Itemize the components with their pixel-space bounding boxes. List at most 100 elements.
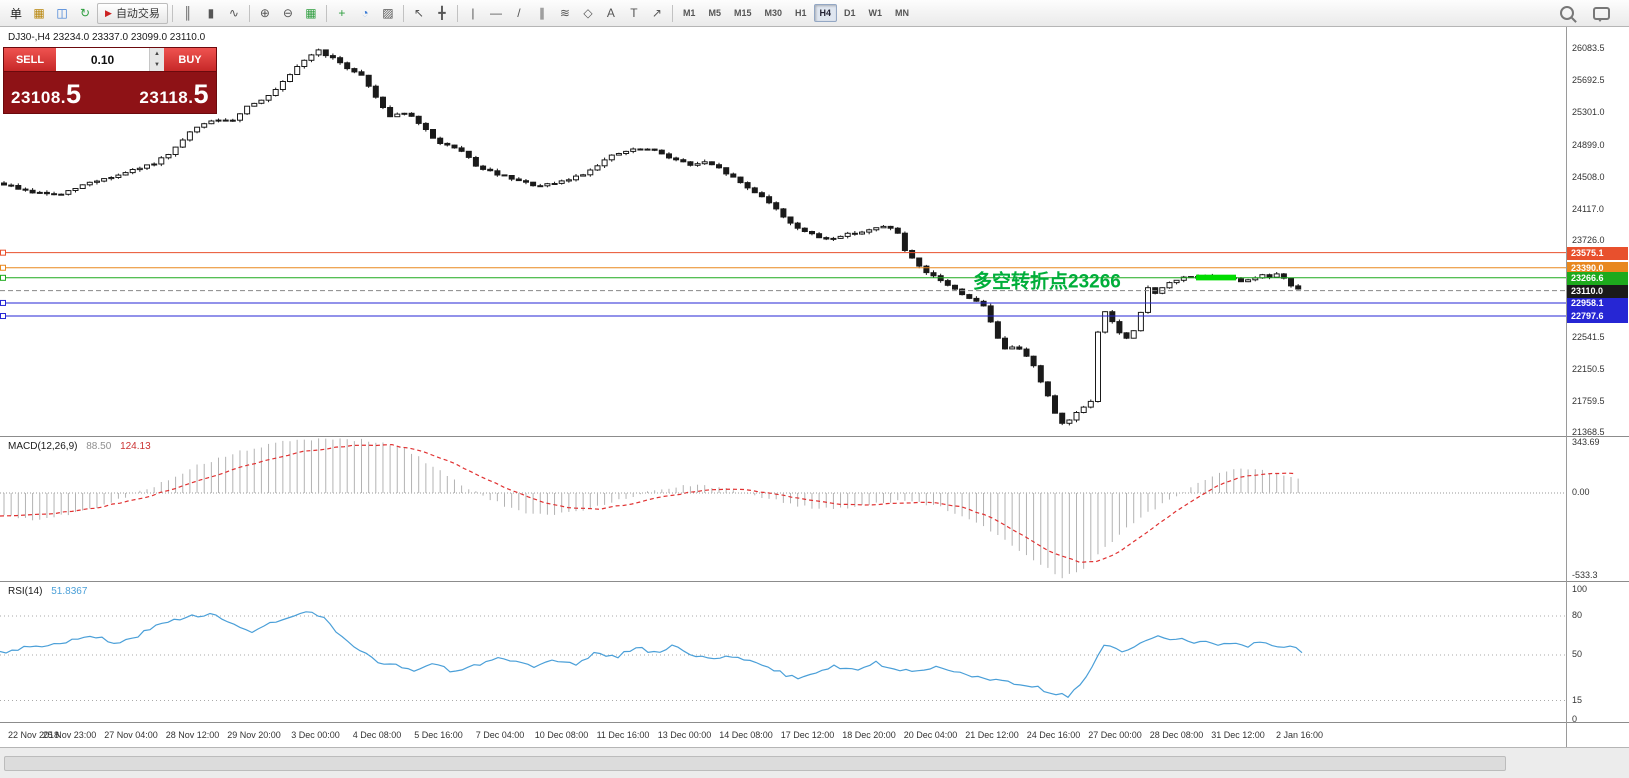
crosshair-icon[interactable]: ╋ — [438, 6, 446, 20]
rsi-tick: 80 — [1572, 610, 1583, 620]
chat-icon[interactable] — [1590, 3, 1612, 23]
rsi-tick: 50 — [1572, 649, 1583, 659]
timeframe-button-h4[interactable]: H4 — [813, 4, 838, 22]
rsi-indicator-panel: RSI(14) 51.8367 — [0, 581, 1629, 722]
price-tick: 25692.5 — [1572, 75, 1605, 86]
line-chart-icon[interactable]: ∿ — [228, 6, 239, 20]
price-tick: 22150.5 — [1572, 363, 1605, 374]
price-level-badge: 23575.1 — [1567, 246, 1628, 260]
timeframe-button-mn[interactable]: MN — [895, 8, 910, 18]
date-label: 24 Dec 16:00 — [1026, 730, 1081, 740]
macd-name: MACD(12,26,9) — [8, 441, 78, 452]
timeframe-button-m30[interactable]: M30 — [764, 8, 782, 18]
date-label: 11 Dec 16:00 — [596, 730, 650, 740]
rsi-plot[interactable] — [0, 582, 1566, 722]
buy-price-big-digit: 5 — [193, 79, 209, 109]
symbol-info: DJ30-,H4 23234.0 23337.0 23099.0 23110.0 — [8, 32, 206, 43]
bar-chart-icon[interactable]: ║ — [183, 6, 193, 20]
date-label: 22 Nov 2018 — [8, 730, 60, 740]
time-axis[interactable]: 22 Nov 2018 25 Nov 23:00 27 Nov 04:00 28 No… — [0, 722, 1629, 748]
candlestick-chart-icon[interactable]: ▮ — [207, 6, 215, 20]
trendline-icon[interactable]: / — [517, 6, 521, 20]
cursor-icon[interactable]: ↖ — [413, 6, 424, 20]
main-chart-plot[interactable]: 多空转折点23266 — [0, 27, 1566, 436]
tile-windows-icon[interactable]: ▦ — [305, 6, 317, 20]
sell-price[interactable]: 23108.5 — [11, 79, 82, 110]
volume-up-button[interactable]: ▲ — [154, 50, 160, 57]
current-price-badge: 23110.0 — [1567, 284, 1628, 298]
chart-window-icon[interactable]: ◫ — [56, 6, 68, 20]
refresh-icon[interactable]: ↻ — [79, 6, 91, 20]
date-label: 29 Nov 20:00 — [227, 730, 281, 740]
toolbar-separator — [456, 4, 458, 22]
one-click-trading-panel: SELL ▲ ▼ BUY 23108.5 23118.5 — [3, 47, 217, 114]
rsi-tick: 0 — [1572, 714, 1578, 724]
toolbar-right-group — [1556, 3, 1624, 23]
buy-button[interactable]: BUY — [164, 48, 216, 71]
price-tick: 24117.0 — [1572, 203, 1604, 214]
macd-plot[interactable] — [0, 437, 1566, 581]
toolbar-separator — [325, 4, 327, 22]
chart-annotation: 多空转折点23266 — [973, 269, 1121, 292]
macd-signal-value: 124.13 — [120, 441, 151, 452]
macd-label: MACD(12,26,9) 88.50 124.13 — [8, 441, 151, 452]
buy-price[interactable]: 23118.5 — [139, 79, 209, 110]
fibonacci-icon[interactable]: ≋ — [559, 6, 570, 20]
indicators-icon[interactable]: + — [338, 6, 346, 20]
timeframe-button-d1[interactable]: D1 — [844, 8, 856, 18]
price-level-badge: 22958.1 — [1567, 296, 1628, 310]
sell-price-main: 23108. — [11, 88, 66, 107]
bottom-scrollbar[interactable] — [0, 747, 1629, 778]
zoom-out-icon[interactable]: ⊖ — [282, 6, 293, 20]
toolbar-separator — [248, 4, 250, 22]
date-label: 14 Dec 08:00 — [719, 730, 773, 740]
vertical-line-icon[interactable]: | — [471, 6, 475, 20]
text-label-icon[interactable]: T — [630, 6, 638, 20]
autotrade-button-icon: ▶ — [105, 7, 112, 18]
trade-panel-top-row: SELL ▲ ▼ BUY — [4, 48, 216, 72]
date-label: 20 Dec 04:00 — [903, 730, 958, 740]
arrows-icon[interactable]: ↗ — [651, 6, 662, 20]
timeframe-button-m15[interactable]: M15 — [733, 8, 752, 18]
price-axis-separator — [1566, 27, 1567, 747]
channel-icon[interactable]: ∥ — [538, 6, 545, 20]
timeframe-button-w1[interactable]: W1 — [868, 8, 883, 18]
date-label: 17 Dec 12:00 — [780, 730, 835, 740]
templates-icon[interactable]: ▨ — [382, 6, 394, 20]
date-label: 7 Dec 04:00 — [475, 730, 525, 740]
volume-input[interactable] — [56, 48, 149, 71]
sell-button[interactable]: SELL — [4, 48, 56, 71]
order-menu[interactable]: 单 — [10, 6, 23, 21]
rsi-tick: 100 — [1572, 584, 1588, 594]
zoom-in-icon[interactable]: ⊕ — [259, 6, 270, 20]
new-order-icon[interactable]: ▦ — [33, 6, 45, 20]
periods-icon[interactable]: ◔ — [361, 6, 369, 20]
macd-tick: 343.69 — [1572, 437, 1600, 447]
price-level-badge: 23390.0 — [1567, 261, 1628, 275]
date-label: 25 Nov 23:00 — [42, 730, 97, 740]
search-icon[interactable] — [1556, 3, 1578, 23]
main-chart-panel: 多空转折点23266 DJ30-,H4 23234.0 23337.0 2309… — [0, 27, 1629, 436]
price-tick: 24508.0 — [1572, 171, 1605, 182]
autotrade-button[interactable]: ▶ 自动交易 — [97, 2, 168, 24]
timeframe-button-m5[interactable]: M5 — [708, 8, 721, 18]
date-label: 31 Dec 12:00 — [1211, 730, 1265, 740]
text-icon[interactable]: A — [606, 6, 615, 20]
price-tick: 22541.5 — [1572, 331, 1605, 342]
macd-main-value: 88.50 — [86, 441, 112, 452]
shapes-icon[interactable]: ◇ — [583, 6, 593, 20]
price-tick: 26083.5 — [1572, 43, 1605, 54]
timeframe-button-h1[interactable]: H1 — [795, 8, 807, 18]
date-label: 2 Jan 16:00 — [1275, 730, 1324, 740]
date-label: 21 Dec 12:00 — [965, 730, 1019, 740]
timeframe-button-m1[interactable]: M1 — [682, 8, 696, 18]
rsi-label: RSI(14) 51.8367 — [8, 586, 87, 597]
scrollbar-thumb[interactable] — [4, 756, 1506, 771]
date-label: 4 Dec 08:00 — [352, 730, 402, 740]
volume-down-button[interactable]: ▼ — [154, 62, 160, 69]
price-level-badge: 22797.6 — [1567, 310, 1628, 324]
price-tick: 23726.0 — [1572, 235, 1605, 246]
date-label: 27 Nov 04:00 — [104, 730, 158, 740]
horizontal-line-icon[interactable]: — — [489, 6, 502, 20]
sell-price-big-digit: 5 — [66, 79, 82, 109]
